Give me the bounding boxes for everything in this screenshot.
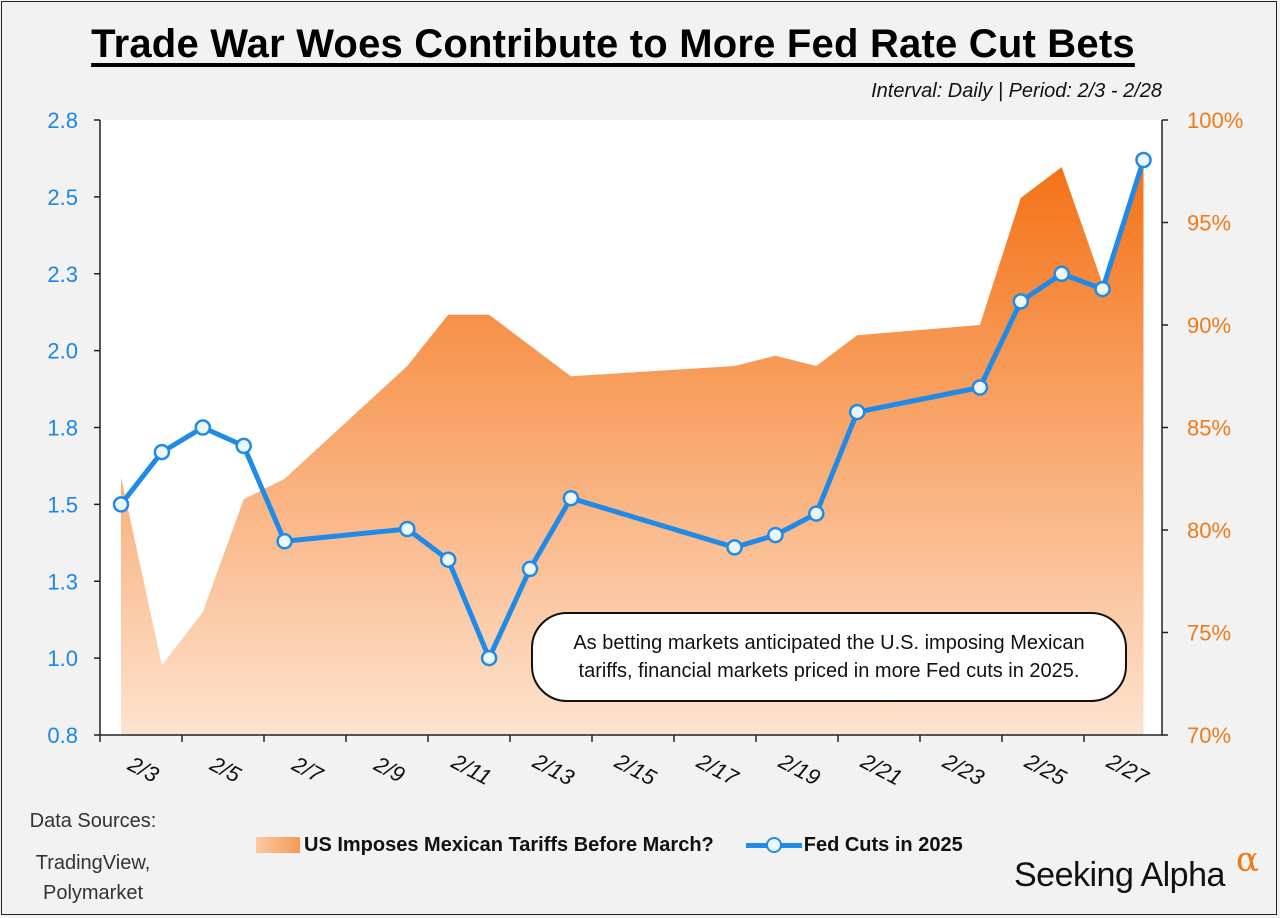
left-tick-label: 1.0 [47, 646, 78, 671]
x-tick-label: 2/5 [205, 751, 245, 788]
left-tick-label: 2.3 [47, 262, 78, 287]
data-sources: Data Sources: TradingView, Polymarket [18, 806, 168, 908]
right-tick-label: 70% [1187, 723, 1231, 748]
x-tick-label: 2/3 [123, 751, 163, 788]
left-tick-label: 1.5 [47, 492, 78, 517]
legend-line-swatch [745, 835, 802, 855]
annotation-box: As betting markets anticipated the U.S. … [531, 612, 1127, 702]
left-tick-label: 0.8 [47, 723, 78, 748]
fed-cuts-point [439, 551, 457, 568]
x-tick-label: 2/11 [447, 748, 496, 790]
source-tradingview: TradingView, [35, 852, 151, 874]
fed-cuts-point [808, 505, 825, 522]
fed-cuts-point [521, 560, 539, 578]
x-tick-label: 2/25 [1020, 748, 1071, 791]
legend: US Imposes Mexican Tariffs Before March?… [256, 830, 963, 860]
seeking-alpha-logo: Seeking Alpha α [1014, 840, 1259, 895]
fed-cuts-point [235, 437, 252, 455]
fed-cuts-point [971, 379, 989, 396]
x-tick-label: 2/23 [938, 748, 989, 791]
legend-area-swatch [256, 837, 300, 853]
x-tick-label: 2/27 [1102, 748, 1153, 791]
right-tick-label: 80% [1187, 518, 1231, 543]
x-tick-label: 2/13 [528, 748, 579, 791]
fed-cuts-point [480, 649, 498, 667]
x-tick-label: 2/19 [774, 748, 824, 791]
source-polymarket: Polymarket [42, 882, 144, 904]
chart-subtitle: Interval: Daily | Period: 2/3 - 2/28 [871, 80, 1162, 102]
left-tick-label: 1.3 [47, 569, 78, 594]
left-tick-label: 2.5 [47, 185, 78, 210]
left-tick-label: 2.0 [47, 339, 78, 364]
right-tick-label: 85% [1187, 416, 1231, 441]
fed-cuts-point [848, 403, 866, 421]
tariff-probability-area [121, 165, 1144, 736]
right-tick-label: 95% [1187, 211, 1231, 236]
fed-cuts-point [399, 520, 416, 538]
legend-line-label: Fed Cuts in 2025 [803, 833, 963, 856]
sources-label: Data Sources: [29, 810, 157, 832]
left-tick-label: 1.8 [47, 416, 78, 441]
left-tick-label: 2.8 [47, 108, 78, 133]
right-tick-label: 75% [1187, 621, 1231, 646]
fed-cuts-point [194, 419, 212, 436]
fed-cuts-point [1135, 151, 1152, 169]
fed-cuts-point [562, 489, 580, 507]
x-tick-label: 2/21 [856, 748, 906, 791]
chart-title: Trade War Woes Contribute to More Fed Ra… [91, 22, 1135, 66]
x-tick-label: 2/17 [692, 748, 743, 791]
x-tick-label: 2/7 [287, 751, 327, 788]
x-tick-label: 2/9 [369, 751, 409, 788]
fed-cuts-point [1053, 265, 1070, 283]
fed-cuts-point [1094, 280, 1111, 298]
x-tick-label: 2/15 [610, 748, 661, 791]
fed-cuts-point [767, 526, 784, 544]
fed-cuts-point [276, 533, 293, 550]
fed-cuts-point [1012, 293, 1030, 310]
logo-text: Seeking Alpha [1014, 856, 1225, 894]
fed-cuts-point [153, 443, 171, 461]
alpha-symbol-icon: α [1236, 840, 1259, 880]
annotation-text: As betting markets anticipated the U.S. … [573, 632, 1085, 682]
right-tick-label: 100% [1187, 108, 1243, 133]
fed-cuts-point [726, 539, 743, 556]
legend-area-label: US Imposes Mexican Tariffs Before March? [304, 833, 714, 856]
right-tick-label: 90% [1187, 313, 1231, 338]
fed-cuts-point [112, 496, 130, 513]
